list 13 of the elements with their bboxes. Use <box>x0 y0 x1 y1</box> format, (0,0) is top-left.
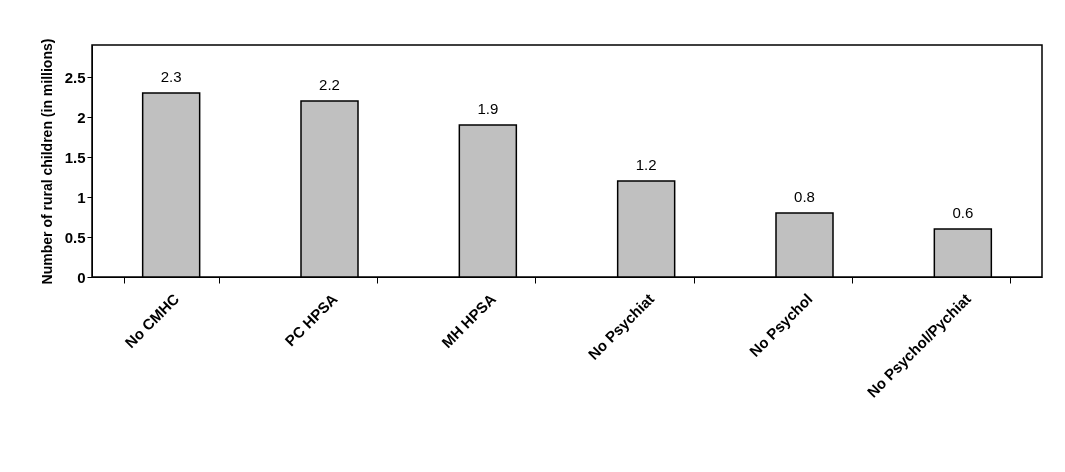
data-label: 0.8 <box>794 188 815 205</box>
data-label: 0.6 <box>952 204 974 221</box>
data-label: 1.2 <box>635 156 657 173</box>
data-label: 1.9 <box>477 100 499 117</box>
y-axis-title: Number of rural children (in millions) <box>38 38 55 285</box>
data-label: 2.2 <box>319 76 340 93</box>
y-tick-label: 2.5 <box>64 68 86 86</box>
y-tick-label: 0 <box>77 268 86 286</box>
data-label: 2.3 <box>160 68 182 85</box>
y-tick-label: 1 <box>77 188 86 206</box>
y-tick-label: 0.5 <box>64 228 86 246</box>
y-tick-label: 2 <box>77 108 86 126</box>
y-tick-label: 1.5 <box>64 148 86 166</box>
